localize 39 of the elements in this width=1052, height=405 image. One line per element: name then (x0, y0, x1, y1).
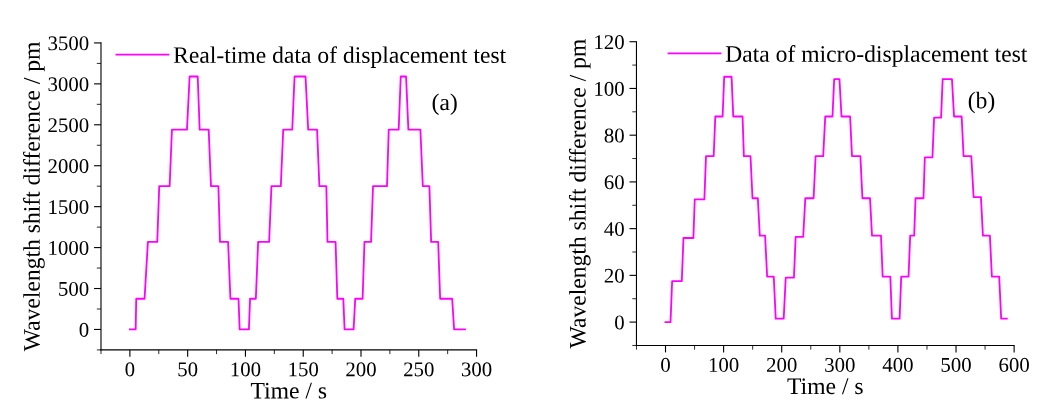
x-tick-label: 150 (289, 362, 319, 377)
x-tick-label: 100 (709, 357, 739, 372)
y-axis-title: Wavelength shift difference / pm (568, 39, 591, 349)
y-tick-label: 2500 (48, 118, 89, 133)
x-tick-label: 100 (231, 362, 261, 377)
x-tick-label: 500 (941, 357, 971, 372)
x-axis-title: Time / s (787, 378, 863, 395)
y-tick-label: 60 (604, 175, 624, 190)
annotation: (a) (432, 93, 457, 116)
y-tick-label: 1500 (49, 200, 89, 215)
line-series (664, 75, 1008, 324)
legend-label: Real-time data of displacement test (173, 46, 507, 68)
y-tick-label: 100 (595, 81, 624, 96)
x-tick-label: 400 (882, 357, 913, 372)
x-axis-title: Time / s (250, 382, 327, 399)
y-tick-label: 2000 (48, 159, 89, 174)
x-tick-label: 250 (404, 362, 434, 377)
y-axis-title: Wavelength shift difference / pm (23, 41, 45, 352)
x-tick-label: 200 (767, 357, 797, 372)
line-series (128, 75, 466, 331)
x-tick-label: 300 (825, 357, 855, 372)
x-tick-label: 0 (661, 357, 670, 372)
y-tick-label: 3000 (48, 77, 89, 92)
annotation: (b) (968, 91, 995, 114)
legend-label: Data of micro-displacement test (725, 45, 1028, 67)
x-tick-label: 600 (999, 357, 1029, 372)
y-tick-label: 0 (79, 322, 89, 337)
y-tick-label: 120 (595, 35, 624, 50)
y-tick-label: 40 (604, 222, 624, 237)
y-tick-label: 0 (615, 315, 624, 330)
y-tick-label: 1000 (49, 240, 89, 256)
y-tick-label: 20 (604, 268, 624, 283)
y-tick-label: 80 (604, 128, 624, 143)
y-tick-label: 3500 (48, 36, 89, 51)
x-tick-label: 200 (346, 362, 376, 377)
x-tick-label: 300 (461, 362, 492, 377)
x-tick-label: 50 (178, 362, 198, 377)
x-tick-label: 0 (125, 362, 135, 377)
y-tick-label: 500 (59, 281, 89, 296)
